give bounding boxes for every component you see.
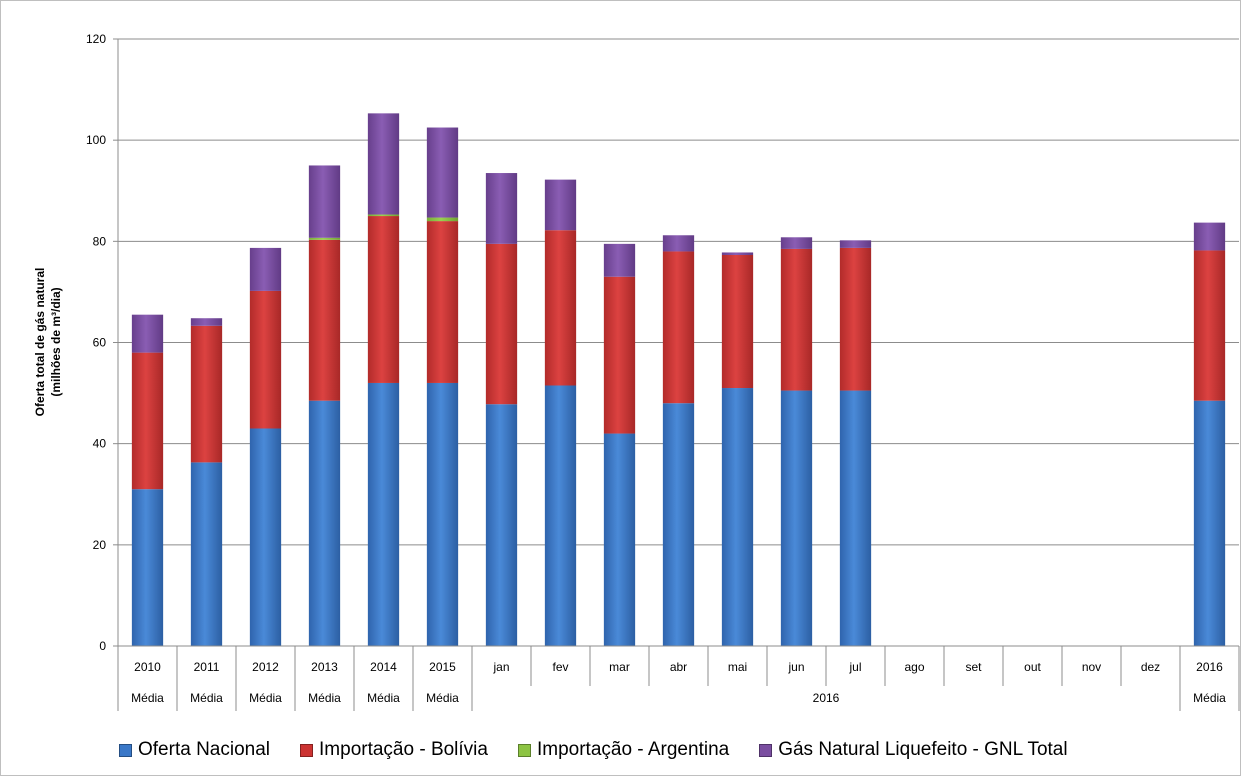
bar-segment: [131, 314, 164, 353]
bar-segment: [308, 400, 341, 646]
bar-segment: [839, 390, 872, 646]
x-group-label: Média: [190, 691, 223, 705]
bar-segment: [603, 276, 636, 434]
bar-segment: [367, 113, 400, 215]
bar-segment: [308, 239, 341, 401]
bar-segment: [367, 216, 400, 383]
x-tick-label: 2015: [429, 660, 456, 674]
bar-segment: [780, 248, 813, 391]
x-tick-label: 2014: [370, 660, 397, 674]
y-tick-label: 40: [93, 437, 107, 451]
legend-label: Gás Natural Liquefeito - GNL Total: [778, 739, 1068, 760]
bar-segment: [190, 318, 223, 326]
bar-segment: [1193, 400, 1226, 646]
y-tick-label: 80: [93, 234, 107, 248]
x-tick-label: 2011: [194, 660, 220, 674]
bar-segment: [721, 388, 754, 646]
bar-segment: [308, 237, 341, 240]
bar-segment: [485, 243, 518, 405]
bar-segment: [1193, 222, 1226, 251]
legend-item-oferta-nacional: Oferta Nacional: [119, 739, 270, 761]
bar-segment: [662, 403, 695, 646]
y-tick-label: 20: [93, 538, 107, 552]
x-group-label: Média: [308, 691, 341, 705]
bar-segment: [839, 247, 872, 391]
bar-segment: [485, 173, 518, 244]
bar-segment: [662, 251, 695, 404]
x-tick-label: 2016: [1196, 660, 1223, 674]
x-tick-label: mar: [609, 660, 630, 674]
x-group-label: Média: [426, 691, 459, 705]
legend-label: Oferta Nacional: [138, 739, 271, 760]
x-tick-label: 2012: [252, 660, 279, 674]
x-group-label: Média: [131, 691, 164, 705]
legend-swatch-importacao-bolivia: [300, 743, 314, 757]
bar-segment: [190, 325, 223, 463]
x-tick-label: 2010: [134, 660, 161, 674]
y-axis-label-line2: (milhões de m³/dia): [49, 287, 63, 396]
x-group-label: Média: [367, 691, 400, 705]
x-tick-label: abr: [670, 660, 687, 674]
bar-segment: [426, 382, 459, 646]
y-tick-label: 60: [93, 336, 107, 350]
bar-segment: [426, 127, 459, 218]
y-tick-label: 0: [99, 639, 106, 653]
bar-segment: [603, 243, 636, 277]
x-tick-label: mai: [728, 660, 747, 674]
bar-segment: [603, 433, 636, 646]
bar-segment: [544, 385, 577, 646]
bar-segment: [367, 214, 400, 217]
x-tick-label: dez: [1141, 660, 1160, 674]
x-tick-label: 2013: [311, 660, 338, 674]
legend: Oferta Nacional Importação - Bolívia Imp…: [119, 739, 1068, 761]
x-tick-label: jan: [492, 660, 509, 674]
bar-segment: [249, 428, 282, 646]
bar-segment: [190, 462, 223, 646]
bar-segment: [131, 352, 164, 490]
legend-label: Importação - Argentina: [536, 739, 730, 760]
y-axis-label-line1: Oferta total de gás natural: [33, 268, 47, 417]
x-tick-label: jun: [787, 660, 804, 674]
bar-segment: [308, 165, 341, 238]
legend-swatch-gnl-total: [759, 743, 773, 757]
axes: 0 20 40 60 80 100 120 2010 2011 2012 2013 2014 2015 j…: [86, 32, 1240, 711]
bar-segment: [131, 489, 164, 646]
y-tick-label: 100: [86, 133, 106, 147]
bar-segment: [721, 254, 754, 389]
legend-item-importacao-bolivia: Importação - Bolívia: [300, 739, 488, 761]
x-tick-label: set: [965, 660, 982, 674]
bar-segment: [780, 237, 813, 249]
bar-segment: [839, 240, 872, 248]
legend-label: Importação - Bolívia: [319, 739, 488, 760]
x-tick-label: fev: [552, 660, 568, 674]
y-tick-label: 120: [86, 32, 106, 46]
legend-swatch-importacao-argentina: [517, 743, 531, 757]
bar-segment: [544, 230, 577, 386]
legend-item-gnl-total: Gás Natural Liquefeito - GNL Total: [759, 739, 1068, 761]
bar-segment: [721, 252, 754, 255]
bar-segment: [780, 390, 813, 646]
bar-segment: [485, 404, 518, 646]
legend-swatch-oferta-nacional: [119, 743, 132, 757]
x-tick-label: jul: [848, 660, 861, 674]
legend-item-importacao-argentina: Importação - Argentina: [517, 739, 730, 761]
x-group-label: Média: [249, 691, 282, 705]
bar-segment: [662, 235, 695, 252]
x-group-label: 2016: [813, 691, 840, 705]
bar-segment: [426, 221, 459, 383]
bar-segment: [249, 247, 282, 291]
stacked-bar-chart: Oferta total de gás natural (milhões de …: [33, 32, 1240, 711]
x-tick-label: ago: [904, 660, 924, 674]
bar-segment: [1193, 250, 1226, 401]
bar-segment: [544, 179, 577, 231]
x-group-label: Média: [1193, 691, 1226, 705]
bar-segment: [367, 382, 400, 646]
bar-segment: [249, 290, 282, 429]
x-tick-label: out: [1024, 660, 1041, 674]
bar-segment: [426, 217, 459, 222]
bars: [131, 113, 1226, 646]
x-tick-label: nov: [1082, 660, 1101, 674]
